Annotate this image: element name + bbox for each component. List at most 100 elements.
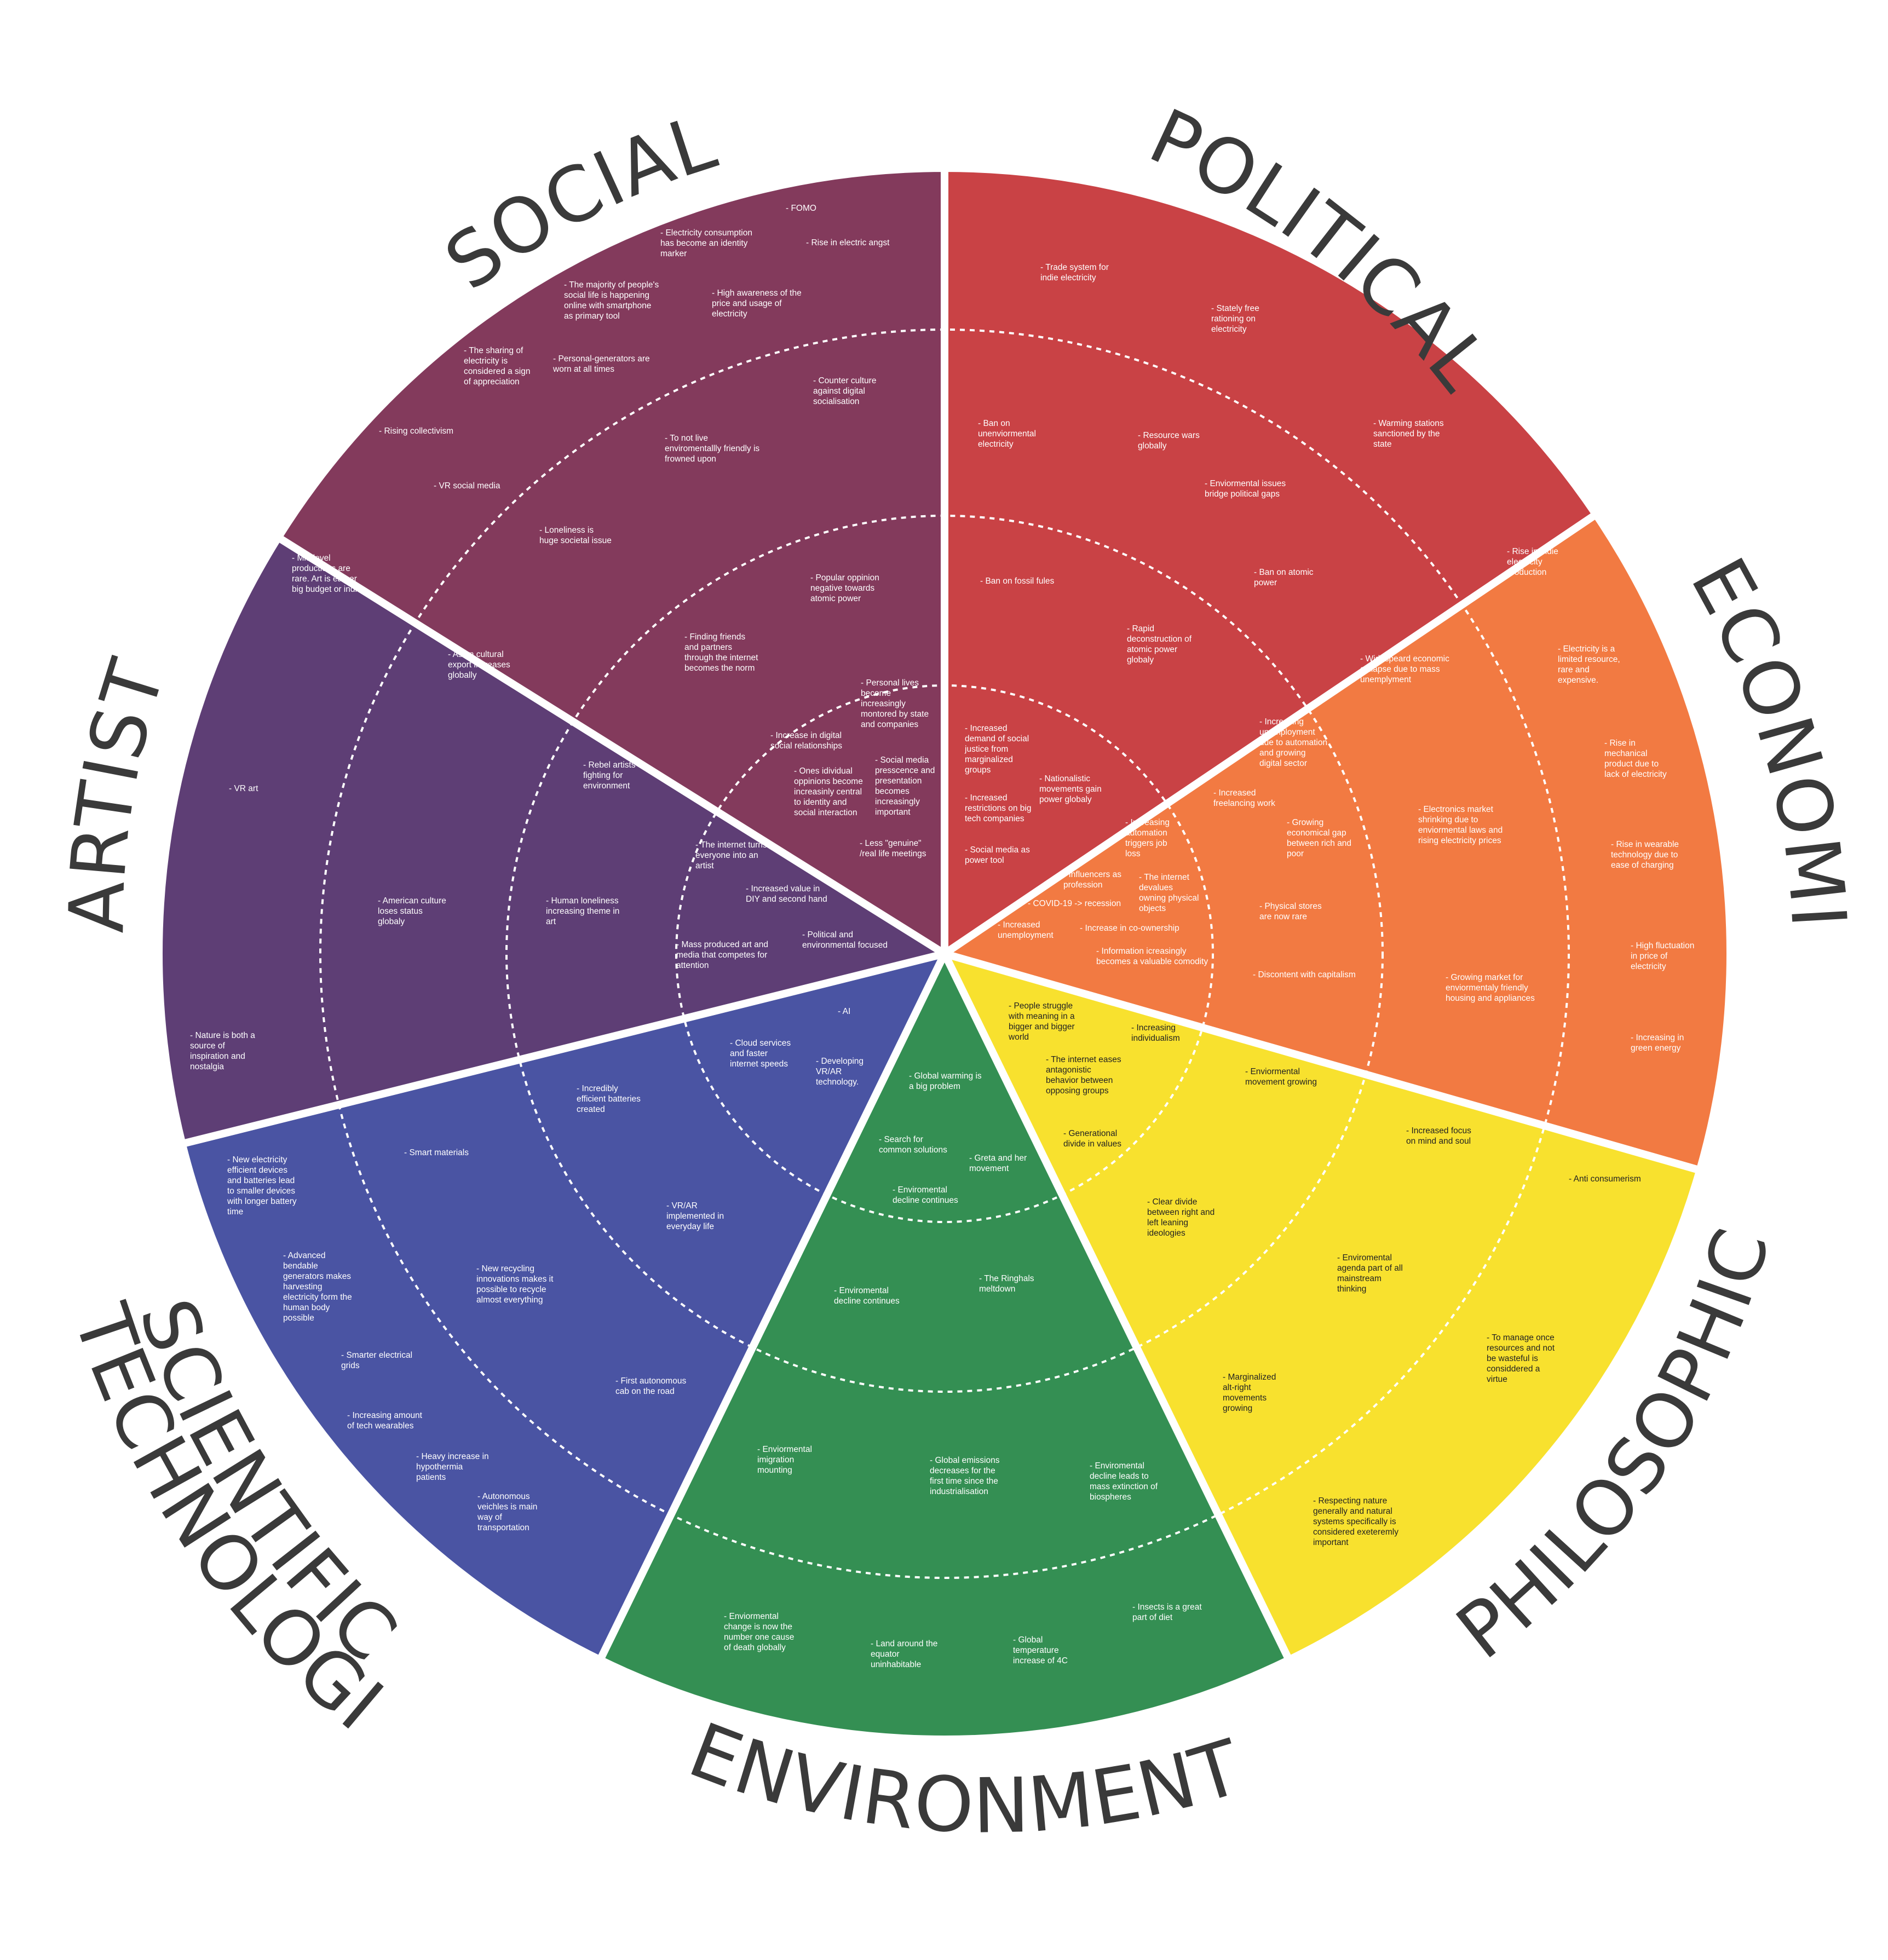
note-line: generally and natural <box>1313 1507 1392 1516</box>
note-line: - Ban on fossil fules <box>980 577 1055 586</box>
note-line: loss <box>1125 849 1141 858</box>
note-line: growing <box>1223 1404 1252 1413</box>
note-social-19: - Less "genuine"/real life meetings <box>860 839 926 858</box>
note-economic-20: - Growing market for enviormentaly friend… <box>1446 973 1535 1003</box>
note-artistic-11: - Nature is both a source of inspiration a… <box>190 1031 255 1071</box>
note-political-4: - Ban on unenviormental electricity <box>978 419 1036 449</box>
note-line: environmental focused <box>802 941 888 950</box>
note-line: rising electricity prices <box>1418 836 1501 845</box>
note-line: - American culture <box>378 896 446 906</box>
note-line: export increases <box>448 660 510 670</box>
note-philosophical-4: - Enviormental movement growing <box>1245 1067 1317 1087</box>
note-line: - Developing <box>816 1057 864 1066</box>
note-political-5: - Resource wars globally <box>1138 431 1200 451</box>
note-line: - Asian cultural <box>448 650 504 659</box>
note-line: DIY and second hand <box>746 895 827 904</box>
note-line: - Human loneliness <box>546 896 619 906</box>
note-line: virtue <box>1487 1375 1507 1384</box>
note-line: - Heavy increase in <box>416 1452 489 1461</box>
note-line: presscence and <box>875 766 935 775</box>
note-line: - Increase in digital <box>770 731 842 740</box>
note-artistic-4: - VR art <box>229 784 258 793</box>
note-economic-7: - Electronics market shrinking due to envi… <box>1418 805 1503 845</box>
note-social-8: - Counter culture against digital socialis… <box>813 376 876 406</box>
note-line: - Rising collectivism <box>379 426 453 436</box>
note-social-5: - High awareness of the price and usage o… <box>712 289 802 319</box>
note-line: montored by state <box>861 710 929 719</box>
note-line: change is now the <box>724 1622 792 1632</box>
note-line: - Political and <box>802 930 853 939</box>
note-line: meltdown <box>979 1284 1015 1294</box>
note-line: - Global warming is <box>909 1071 982 1081</box>
note-line: and growing <box>1259 748 1305 758</box>
note-economic-13: - COVID-19 -> recession <box>1028 899 1121 908</box>
note-line: electricity form the <box>283 1293 352 1302</box>
note-line: equator <box>871 1650 900 1659</box>
note-line: transportation <box>477 1523 529 1532</box>
note-economic-3: - Widespeard economic collapse due to mas… <box>1360 654 1449 684</box>
note-line: social life is happening <box>564 291 649 300</box>
note-line: and partners <box>684 643 732 652</box>
note-line: - High fluctuation <box>1631 941 1694 950</box>
note-line: economical gap <box>1287 828 1346 838</box>
note-line: important <box>1313 1538 1349 1547</box>
note-social-13: - Popular oppinion negative towards atomic… <box>810 573 879 603</box>
note-line: - Social media <box>875 756 929 765</box>
note-line: attention <box>676 961 709 970</box>
note-line: objects <box>1139 904 1166 913</box>
note-line: huge societal issue <box>539 536 612 545</box>
note-line: on mind and soul <box>1406 1137 1471 1146</box>
note-line: - Incredibly <box>577 1084 618 1093</box>
note-environmental-10: - Insects is a great part of diet <box>1132 1602 1202 1622</box>
note-line: becomes a valuable comodity <box>1096 957 1208 966</box>
note-line: electricity <box>1631 962 1666 971</box>
note-scitech-7: - VR/AR implemented in everyday life <box>666 1201 724 1231</box>
note-line: - Increased <box>965 724 1008 733</box>
note-line: decline leads to <box>1090 1472 1149 1481</box>
note-line: - Mid level <box>292 554 331 563</box>
note-line: number one cause <box>724 1633 794 1642</box>
note-line: increasinly central <box>794 787 862 797</box>
note-social-9: - Rising collectivism <box>379 426 453 436</box>
note-line: - Growing market for <box>1446 973 1523 982</box>
note-social-15: - Personal lives become increasingly montor… <box>861 678 929 729</box>
note-economic-14: - Physical stores are now rare <box>1259 902 1322 921</box>
note-philosophical-8: - Clear divide between right and left lean… <box>1147 1197 1214 1238</box>
note-line: industrialisation <box>930 1487 988 1496</box>
note-line: - The sharing of <box>464 346 523 355</box>
note-line: inspiration and <box>190 1052 245 1061</box>
note-political-13: - Social media as power tool <box>965 845 1030 865</box>
note-social-2: - Electricity consumption has become an i… <box>660 228 752 258</box>
note-line: deconstruction of <box>1127 635 1192 644</box>
note-line: of death globally <box>724 1643 786 1652</box>
note-social-11: - VR social media <box>434 481 500 491</box>
note-line: - Respecting nature <box>1313 1496 1387 1506</box>
note-line: possible <box>283 1313 314 1323</box>
note-philosophical-11: - Marginalized alt-right movements growing <box>1223 1373 1276 1413</box>
note-scitech-14: - Autonomous veichles is main way of transp… <box>477 1492 537 1532</box>
note-line: - Enviormental issues <box>1205 479 1286 488</box>
note-environmental-8: - Global emissions decreases for the first… <box>930 1456 1000 1496</box>
note-line: human body <box>283 1303 330 1312</box>
note-line: electricity <box>1211 325 1247 334</box>
note-line: imigration <box>757 1455 794 1465</box>
note-line: are now rare <box>1259 912 1307 921</box>
dashed-ring-2 <box>505 515 1384 1393</box>
note-line: power tool <box>965 856 1004 865</box>
note-line: - Enviromental <box>1090 1461 1144 1471</box>
note-economic-9: - Increasing automation triggers job loss <box>1125 818 1170 858</box>
note-line: - Increase in co-ownership <box>1080 924 1179 933</box>
note-line: unemplyment <box>1360 675 1412 684</box>
note-line: considdered a <box>1487 1364 1540 1374</box>
note-line: - New recycling <box>476 1264 534 1273</box>
note-line: - Smart materials <box>404 1148 469 1157</box>
note-environmental-7: - Enviormental imigration mounting <box>757 1445 812 1475</box>
note-economic-8: - Growing economical gap between rich and p… <box>1287 818 1351 858</box>
note-line: through the internet <box>684 653 758 662</box>
note-line: with longer battery <box>227 1197 297 1206</box>
note-line: resources and not <box>1487 1344 1555 1353</box>
note-line: common solutions <box>879 1145 947 1155</box>
note-environmental-13: - Land around the equator uninhabitable <box>871 1639 937 1669</box>
note-line: - Increased value in <box>746 884 820 893</box>
note-line: - Smarter electrical <box>341 1351 412 1360</box>
